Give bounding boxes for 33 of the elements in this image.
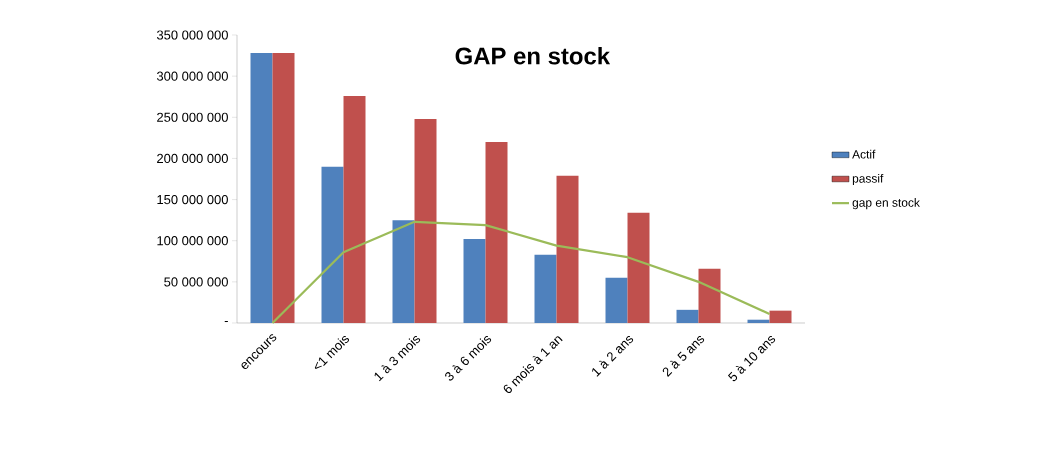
bar	[534, 254, 557, 323]
bar	[272, 53, 295, 323]
bar	[343, 95, 366, 323]
y-tick-label: 50 000 000	[164, 277, 228, 287]
x-tick-label: 2 à 5 ans	[662, 336, 705, 377]
bar	[414, 118, 437, 323]
legend-label: gap en stock	[852, 198, 920, 210]
bar	[605, 277, 628, 323]
y-tick-label: 350 000 000	[156, 30, 228, 40]
bar	[321, 166, 344, 323]
bar	[463, 239, 486, 323]
x-tick-label: 5 à 10 ans	[727, 336, 776, 382]
legend-label: Actif	[852, 149, 876, 159]
legend-label: passif	[852, 173, 884, 186]
y-tick-label: -	[224, 321, 228, 323]
y-tick-label: 250 000 000	[157, 112, 228, 122]
bar	[698, 268, 721, 323]
y-tick-label: 200 000 000	[157, 153, 228, 164]
bar	[747, 319, 770, 323]
bar	[250, 53, 273, 323]
y-tick-label: 150 000 000	[157, 194, 228, 205]
bar	[627, 212, 650, 323]
bar	[556, 175, 579, 323]
x-tick-label: <1 mois	[314, 335, 350, 369]
bar	[676, 309, 699, 323]
bar	[392, 220, 415, 323]
x-tick-label: 1 à 2 ans	[592, 336, 634, 377]
chart-title: GAP en stock	[455, 46, 611, 65]
bar	[485, 141, 508, 323]
bar	[769, 310, 792, 323]
line-series	[271, 220, 771, 325]
y-tick-label: 100 000 000	[157, 236, 228, 246]
y-tick-label: 300 000 000	[156, 71, 228, 81]
